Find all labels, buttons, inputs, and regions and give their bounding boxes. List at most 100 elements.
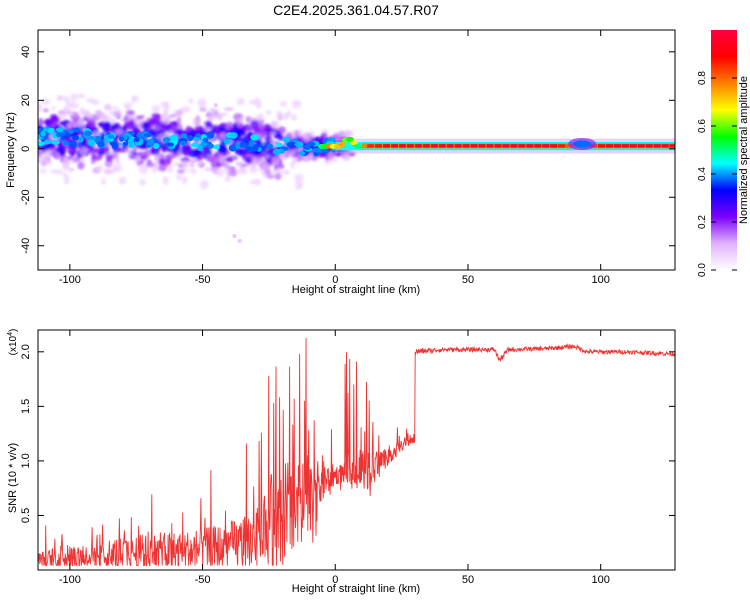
spectrogram-band-core — [550, 144, 558, 148]
spectrogram-blob — [105, 153, 113, 163]
spectrogram-core — [51, 140, 60, 145]
spectrogram-band-core — [558, 144, 566, 148]
spectrogram-halo — [100, 116, 109, 123]
spectrogram-halo — [109, 117, 116, 125]
spectrogram-halo — [162, 176, 169, 186]
spectrogram-blob — [274, 163, 285, 170]
spectrogram-blob — [140, 114, 145, 119]
spectrogram-y-tick-label: -20 — [20, 189, 32, 205]
spectrogram-core — [84, 130, 92, 137]
spectrogram-halo — [66, 123, 73, 130]
snr-series-line — [38, 337, 675, 567]
spectrogram-halo — [76, 93, 86, 99]
spectrogram-blob — [46, 161, 53, 166]
spectrogram-blob — [248, 116, 254, 122]
spectrogram-core — [200, 141, 208, 147]
spectrogram-core — [180, 133, 188, 139]
figure-title: C2E4.2025.361.04.57.R07 — [273, 2, 439, 18]
spectrogram-blob — [217, 112, 223, 121]
spectrogram-halo — [271, 156, 280, 166]
spectrogram-blob — [225, 157, 234, 163]
spectrogram-marks — [38, 93, 675, 243]
snr-x-label: Height of straight line (km) — [292, 583, 420, 595]
spectrogram-halo — [112, 163, 123, 173]
spectrogram-core — [122, 141, 129, 146]
spectrogram-blob — [270, 170, 277, 176]
spectrogram-blob — [103, 126, 113, 133]
spectrogram-halo — [256, 104, 262, 109]
spectrogram-halo — [70, 93, 77, 103]
colorbar-ticks: 0.0 0.2 0.4 0.6 0.8 — [697, 71, 737, 277]
spectrogram-core — [166, 142, 174, 147]
spectrogram-halo — [50, 169, 59, 174]
spectrogram-halo — [151, 105, 161, 113]
spectrogram-core — [299, 150, 305, 156]
spectrogram-band-core — [494, 144, 502, 148]
spectrogram-core — [56, 127, 64, 133]
spectrogram-halo — [72, 122, 83, 129]
snr-x-tick-label: -50 — [195, 574, 211, 586]
spectrogram-halo — [265, 109, 272, 116]
spectrogram-core — [282, 136, 291, 142]
colorbar-tick-label: 0.6 — [697, 119, 708, 133]
spectrogram-halo — [160, 114, 168, 125]
spectrogram-band-core — [621, 144, 629, 148]
spectrogram-blob — [134, 154, 141, 164]
spectrogram-core — [303, 143, 311, 151]
spectrogram-core — [179, 140, 188, 146]
spectrogram-halo — [180, 106, 191, 113]
spectrogram-blob — [198, 162, 203, 167]
spectrogram-band-core — [534, 144, 542, 148]
spectrogram-halo — [101, 177, 106, 186]
spectrogram-halo — [95, 165, 104, 172]
spectrogram-band-core — [613, 144, 621, 148]
spectrogram-halo — [65, 101, 73, 108]
spectrogram-core — [43, 139, 52, 145]
snr-marks — [38, 337, 675, 567]
spectrogram-halo — [203, 126, 212, 132]
spectrogram-halo — [38, 148, 44, 156]
spectrogram-blob — [43, 108, 49, 113]
spectrogram-halo — [38, 102, 43, 113]
spectrogram-halo — [286, 110, 292, 118]
spectrogram-y-tick-label: -40 — [20, 238, 32, 254]
spectrogram-halo — [265, 154, 271, 159]
spectrogram-halo — [237, 117, 244, 124]
colorbar: 0.0 0.2 0.4 0.6 0.8 Normalized spectral ampl… — [697, 30, 750, 277]
spectrogram-halo — [181, 176, 188, 185]
spectrogram-core — [250, 134, 260, 141]
snr-frame — [37, 329, 676, 571]
spectrogram-halo — [57, 169, 63, 175]
spectrogram-x-ticks: -100 -50 0 50 100 — [59, 30, 610, 286]
spectrogram-blob — [175, 110, 183, 116]
snr-y-ticks: 0.5 1.0 1.5 2.0 — [20, 344, 675, 523]
spectrogram-blob — [241, 154, 248, 160]
spectrogram-halo — [188, 98, 194, 104]
colorbar-gradient — [711, 30, 737, 270]
spectrogram-blob — [210, 159, 217, 168]
spectrogram-blob — [38, 118, 44, 126]
spectrogram-halo — [67, 109, 75, 118]
spectrogram-blob — [298, 128, 304, 138]
spectrogram-band-core — [510, 144, 518, 148]
spectrogram-core — [286, 141, 296, 148]
spectrogram-blob — [88, 119, 96, 129]
spectrogram-core — [107, 134, 115, 139]
spectrogram-halo — [298, 181, 304, 190]
spectrogram-blob — [207, 149, 213, 156]
spectrogram-speck — [213, 103, 218, 108]
spectrogram-blob — [263, 123, 272, 131]
spectrogram-blob — [97, 121, 105, 127]
spectrogram-panel: -100 -50 0 50 100 40 20 0 -20 -40 Height of stra… — [5, 29, 676, 296]
spectrogram-blob — [112, 106, 119, 110]
spectrogram-halo — [236, 97, 245, 106]
spectrogram-transition — [353, 143, 362, 149]
spectrogram-halo — [262, 163, 271, 169]
spectrogram-halo — [291, 114, 298, 122]
spectrogram-band-core — [598, 144, 605, 148]
spectrogram-halo — [138, 164, 148, 175]
spectrogram-core — [55, 132, 65, 138]
spectrogram-band-core — [502, 144, 510, 148]
spectrogram-blob — [223, 107, 234, 112]
